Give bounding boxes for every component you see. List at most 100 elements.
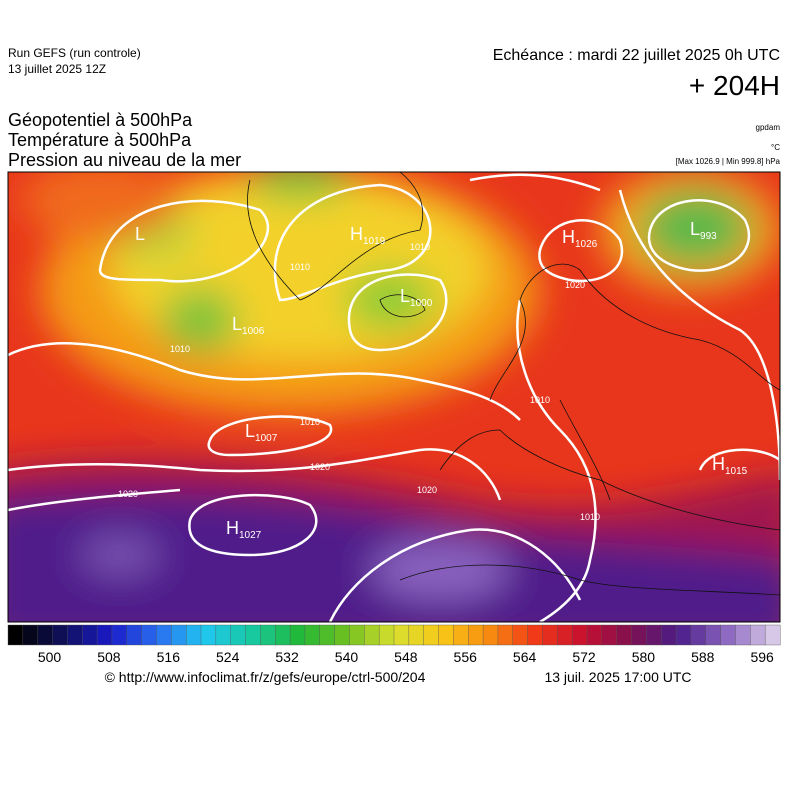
colorbar-swatch [7, 624, 24, 646]
colorbar-swatch [304, 624, 321, 646]
colorbar-swatch [126, 624, 143, 646]
colorbar-tick-label: 548 [394, 649, 418, 665]
colorbar-tick-label: 572 [572, 649, 596, 665]
colorbar-swatch [482, 624, 499, 646]
pressure-center: L993 [690, 219, 717, 242]
isobars [8, 173, 780, 622]
colorbar-swatch [631, 624, 647, 646]
field-label: Température à 500hPa [8, 130, 192, 150]
pressure-center: L1007 [245, 421, 278, 444]
colorbar-tick-label: 540 [335, 649, 359, 665]
field-label: Géopotentiel à 500hPa [8, 110, 193, 130]
valid-time: Echéance : mardi 22 juillet 2025 0h UTC [493, 47, 780, 64]
run-date: 13 juillet 2025 12Z [8, 62, 106, 76]
colorbar-swatch [393, 624, 410, 646]
field-label: Pression au niveau de la mer [8, 150, 241, 170]
pressure-center: H1027 [226, 518, 262, 541]
colorbar-swatch [319, 624, 336, 646]
colorbar-swatch [82, 624, 98, 646]
colorbar-tick-label: 556 [454, 649, 478, 665]
colorbar-swatch [289, 624, 306, 646]
colorbar-tick-label: 532 [275, 649, 299, 665]
colorbar-swatch [735, 624, 751, 646]
isobar-label: 1010 [530, 395, 550, 405]
colorbar-tick-label: 524 [216, 649, 240, 665]
colorbar-swatch [67, 624, 83, 646]
map: L H1019L1000L1006L1007H1027H1026L993H1015… [8, 172, 780, 622]
colorbar-tick-label: 508 [97, 649, 121, 665]
center-value: 1007 [255, 433, 278, 444]
pressure-center: H1026 [562, 227, 598, 250]
colorbar-swatch [557, 624, 573, 646]
center-letter: L [135, 224, 145, 244]
coastlines [247, 172, 780, 596]
colorbar-swatch [275, 624, 291, 646]
colorbar-swatch [185, 624, 202, 646]
center-value: 1000 [410, 298, 433, 309]
center-value: 993 [700, 231, 717, 242]
colorbar-swatch [646, 624, 662, 646]
isobar-label: 1020 [565, 280, 585, 290]
pressure-center: L [135, 224, 145, 244]
center-value: 1015 [725, 466, 748, 477]
isobar-label: 1020 [118, 489, 138, 499]
colorbar-swatch [141, 624, 157, 646]
colorbar-swatch [438, 624, 454, 646]
colorbar-swatch [37, 624, 54, 646]
colorbar [7, 624, 781, 646]
run-name: Run GEFS (run controle) [8, 46, 141, 60]
colorbar-swatch [364, 624, 380, 646]
colorbar-swatch [690, 624, 707, 646]
colorbar-tick-label: 500 [38, 649, 62, 665]
colorbar-swatch [720, 624, 736, 646]
colorbar-swatch [22, 624, 39, 646]
colorbar-swatch [527, 624, 543, 646]
issued-time: 13 juil. 2025 17:00 UTC [544, 669, 691, 685]
colorbar-swatch [349, 624, 365, 646]
colorbar-swatch [750, 624, 766, 646]
colorbar-swatch [96, 624, 113, 646]
colorbar-swatch [542, 624, 558, 646]
center-letter: L [690, 219, 700, 239]
source-url: © http://www.infoclimat.fr/z/gefs/europe… [105, 669, 426, 685]
isobar-label: 1010 [290, 262, 310, 272]
center-value: 1026 [575, 239, 598, 250]
field-unit: °C [771, 143, 780, 152]
isobar-label: 1010 [410, 242, 430, 252]
colorbar-swatch [111, 624, 128, 646]
colorbar-tick-label: 588 [691, 649, 715, 665]
pressure-center: H1015 [712, 454, 748, 477]
lead-time: + 204H [689, 70, 780, 101]
colorbar-swatch [453, 624, 469, 646]
colorbar-swatch [230, 624, 247, 646]
pressure-center: L1000 [400, 286, 433, 309]
colorbar-swatch [260, 624, 276, 646]
isobar-label: 1020 [310, 462, 330, 472]
colorbar-swatch [171, 624, 187, 646]
colorbar-swatch [52, 624, 68, 646]
center-letter: H [562, 227, 575, 247]
colorbar-swatch [200, 624, 217, 646]
colorbar-swatch [586, 624, 603, 646]
colorbar-swatch [705, 624, 722, 646]
field-unit: gpdam [756, 123, 781, 132]
isobar-label: 1010 [170, 344, 190, 354]
pressure-center: H1019 [350, 224, 386, 247]
colorbar-tick-label: 516 [157, 649, 181, 665]
pressure-center: L1006 [232, 314, 265, 337]
colorbar-swatch [661, 624, 677, 646]
colorbar-swatch [468, 624, 484, 646]
center-letter: H [226, 518, 239, 538]
colorbar-swatch [764, 624, 781, 646]
isobar-label: 1020 [417, 485, 437, 495]
colorbar-swatch [497, 624, 514, 646]
center-letter: H [712, 454, 725, 474]
colorbar-swatch [334, 624, 350, 646]
isobar-label: 1010 [580, 512, 600, 522]
colorbar-tick-label: 596 [750, 649, 774, 665]
colorbar-swatch [601, 624, 618, 646]
colorbar-swatch [571, 624, 588, 646]
center-value: 1019 [363, 236, 386, 247]
isobar-label: 1010 [300, 417, 320, 427]
colorbar-swatch [408, 624, 425, 646]
